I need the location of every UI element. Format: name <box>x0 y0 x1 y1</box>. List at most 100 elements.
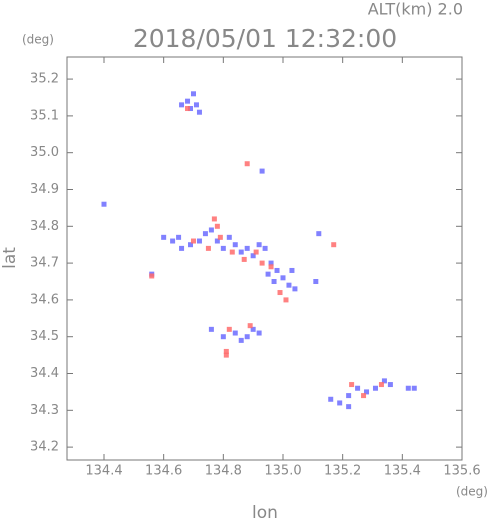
y-tick-label: 35.2 <box>30 72 59 87</box>
point <box>256 242 262 248</box>
y-tick-label: 34.2 <box>30 440 59 455</box>
point <box>250 253 256 259</box>
point <box>188 106 194 112</box>
point <box>313 279 319 285</box>
point <box>262 245 268 251</box>
point <box>292 286 298 292</box>
x-tick-label: 135.2 <box>324 464 361 479</box>
point <box>244 245 250 251</box>
point <box>244 161 250 167</box>
point <box>238 337 244 343</box>
point <box>220 334 226 340</box>
point <box>364 389 370 395</box>
point <box>190 238 196 244</box>
point <box>208 227 214 233</box>
point <box>202 231 208 237</box>
point <box>176 234 182 240</box>
point <box>259 168 265 174</box>
y-tick-label: 34.3 <box>30 403 59 418</box>
x-axis-label: lon <box>252 503 278 521</box>
point <box>405 385 411 391</box>
point <box>277 290 283 296</box>
point <box>244 334 250 340</box>
point <box>211 216 217 222</box>
point <box>253 249 259 255</box>
point <box>247 323 253 329</box>
point <box>226 326 232 332</box>
y-tick-label: 34.7 <box>30 256 59 271</box>
point <box>229 249 235 255</box>
point <box>265 271 271 277</box>
point <box>268 264 274 270</box>
x-tick-label: 135.0 <box>264 464 301 479</box>
x-tick-label: 135.4 <box>384 464 421 479</box>
point <box>378 382 384 388</box>
point <box>214 238 220 244</box>
y-tick-label: 34.5 <box>30 329 59 344</box>
subtitle: ALT(km) 2.0 <box>368 0 463 19</box>
point <box>361 393 367 399</box>
point <box>185 98 191 104</box>
point <box>271 279 277 285</box>
point <box>256 330 262 336</box>
point <box>238 249 244 255</box>
point <box>232 242 238 248</box>
point <box>188 242 194 248</box>
point <box>274 267 280 273</box>
point <box>280 275 286 281</box>
point <box>179 102 185 108</box>
x-unit: (deg) <box>456 485 488 499</box>
point <box>286 282 292 288</box>
point <box>205 245 211 251</box>
point <box>381 378 387 384</box>
x-tick-label: 134.6 <box>145 464 182 479</box>
point <box>411 385 417 391</box>
x-tick-label: 135.6 <box>443 464 480 479</box>
point <box>283 297 289 303</box>
point <box>316 231 322 237</box>
point <box>217 234 223 240</box>
y-tick-label: 34.9 <box>30 182 59 197</box>
point <box>196 109 202 115</box>
point <box>179 245 185 251</box>
point <box>208 326 214 332</box>
point <box>232 330 238 336</box>
point <box>241 256 247 262</box>
y-axis-label: lat <box>0 247 20 269</box>
point <box>223 348 229 354</box>
point <box>355 385 361 391</box>
chart-title: 2018/05/01 12:32:00 <box>133 24 397 53</box>
x-tick-label: 134.4 <box>85 464 122 479</box>
point <box>193 102 199 108</box>
point <box>161 234 167 240</box>
point <box>101 201 107 207</box>
x-tick-label: 134.8 <box>205 464 242 479</box>
point <box>387 382 393 388</box>
point <box>190 91 196 97</box>
point <box>331 242 337 248</box>
point <box>337 400 343 406</box>
point <box>250 326 256 332</box>
point <box>185 106 191 112</box>
point <box>196 238 202 244</box>
point <box>149 273 155 279</box>
y-tick-label: 34.4 <box>30 366 59 381</box>
point <box>223 352 229 358</box>
point <box>346 393 352 399</box>
y-tick-label: 34.8 <box>30 219 59 234</box>
point <box>214 223 220 229</box>
point <box>349 382 355 388</box>
point <box>220 245 226 251</box>
point <box>226 234 232 240</box>
point <box>346 404 352 410</box>
point <box>259 260 265 266</box>
point <box>328 396 334 402</box>
point <box>268 260 274 266</box>
point <box>372 385 378 391</box>
y-tick-label: 35.1 <box>30 108 59 123</box>
point <box>170 238 176 244</box>
point <box>289 267 295 273</box>
y-tick-label: 34.6 <box>30 292 59 307</box>
y-tick-label: 35.0 <box>30 145 59 160</box>
